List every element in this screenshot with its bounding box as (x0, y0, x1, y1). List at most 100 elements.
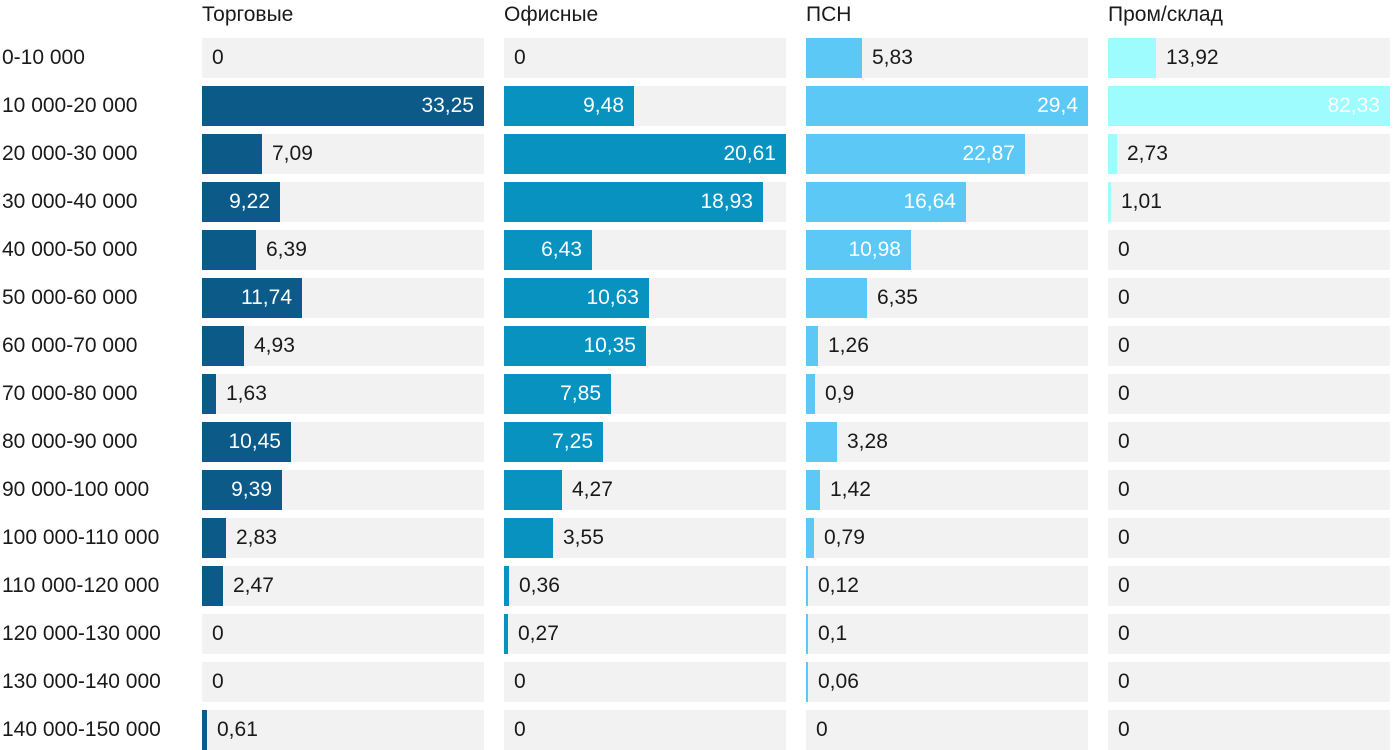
category-label: 130 000-140 000 (2, 670, 161, 693)
data-label: 0,12 (818, 574, 859, 597)
bar (202, 326, 244, 366)
bar (1108, 182, 1111, 222)
category-label: 50 000-60 000 (2, 286, 138, 309)
bar-track: 0,12 (806, 566, 1088, 606)
data-label: 2,73 (1127, 142, 1168, 165)
bar-track: 16,64 (806, 182, 1088, 222)
bar (504, 182, 763, 222)
data-label: 10,35 (583, 334, 636, 357)
bar-track: 9,39 (202, 470, 484, 510)
data-label: 0 (1118, 622, 1130, 645)
bar-track: 1,26 (806, 326, 1088, 366)
data-label: 0,79 (824, 526, 865, 549)
bar-track: 82,33 (1108, 86, 1390, 126)
data-label: 7,85 (560, 382, 601, 405)
bar-track: 2,73 (1108, 134, 1390, 174)
bar (202, 134, 262, 174)
data-label: 16,64 (903, 190, 956, 213)
bar-track: 10,98 (806, 230, 1088, 270)
data-label: 0,1 (818, 622, 848, 645)
bar-track: 0,61 (202, 710, 484, 750)
data-label: 0 (1118, 526, 1130, 549)
bar (806, 614, 808, 654)
bar-track: 4,93 (202, 326, 484, 366)
data-label: 1,63 (226, 382, 267, 405)
bar-track: 7,85 (504, 374, 786, 414)
bar (806, 86, 1088, 126)
bar-track: 0,27 (504, 614, 786, 654)
bar (202, 230, 256, 270)
bar-track: 3,55 (504, 518, 786, 558)
data-label: 0 (514, 718, 526, 741)
bar-track: 0 (1108, 614, 1390, 654)
bar (202, 374, 216, 414)
data-label: 0 (1118, 382, 1130, 405)
bar-track: 0 (1108, 326, 1390, 366)
bar-track: 9,48 (504, 86, 786, 126)
data-label: 0 (1118, 478, 1130, 501)
bar-track: 3,28 (806, 422, 1088, 462)
bar-track: 6,35 (806, 278, 1088, 318)
bar (504, 326, 646, 366)
data-label: 20,61 (723, 142, 776, 165)
bar (806, 470, 820, 510)
data-label: 0 (1118, 670, 1130, 693)
bar-track: 0 (202, 38, 484, 78)
data-label: 0 (1118, 574, 1130, 597)
bar-track: 0 (1108, 710, 1390, 750)
panel-title: Офисные (504, 3, 599, 26)
data-label: 0 (816, 718, 828, 741)
data-label: 82,33 (1327, 94, 1380, 117)
bar-track: 29,4 (806, 86, 1088, 126)
bar (504, 518, 553, 558)
data-label: 10,98 (848, 238, 901, 261)
bar (202, 710, 207, 750)
bar (504, 134, 786, 174)
bar-track: 5,83 (806, 38, 1088, 78)
data-label: 9,22 (229, 190, 270, 213)
bar (504, 470, 562, 510)
data-label: 2,47 (233, 574, 274, 597)
bar-track: 0 (1108, 230, 1390, 270)
bar (202, 422, 291, 462)
data-label: 0 (212, 622, 224, 645)
data-label: 0 (1118, 718, 1130, 741)
data-label: 6,43 (541, 238, 582, 261)
data-label: 0,06 (818, 670, 859, 693)
data-label: 0 (514, 670, 526, 693)
bar-track: 7,25 (504, 422, 786, 462)
category-label: 90 000-100 000 (2, 478, 150, 501)
bar-track: 33,25 (202, 86, 484, 126)
bar (504, 374, 611, 414)
data-label: 5,83 (872, 46, 913, 69)
bar-track: 11,74 (202, 278, 484, 318)
data-label: 10,63 (586, 286, 639, 309)
bar-track: 0 (1108, 662, 1390, 702)
data-label: 0 (1118, 238, 1130, 261)
bar (1108, 86, 1390, 126)
bar-track: 0 (504, 710, 786, 750)
data-label: 29,4 (1037, 94, 1078, 117)
bar-track: 0 (1108, 374, 1390, 414)
data-label: 2,83 (236, 526, 277, 549)
category-label: 120 000-130 000 (2, 622, 161, 645)
data-label: 6,39 (266, 238, 307, 261)
category-label: 70 000-80 000 (2, 382, 138, 405)
data-label: 0,9 (825, 382, 855, 405)
data-label: 0 (1118, 334, 1130, 357)
data-label: 33,25 (421, 94, 474, 117)
bar (1108, 38, 1156, 78)
bar-track: 10,35 (504, 326, 786, 366)
bar (806, 134, 1025, 174)
data-label: 0 (212, 46, 224, 69)
bar-track: 4,27 (504, 470, 786, 510)
bar-track: 0 (504, 662, 786, 702)
data-label: 7,25 (552, 430, 593, 453)
data-label: 0,36 (519, 574, 560, 597)
category-label: 60 000-70 000 (2, 334, 138, 357)
bar (806, 230, 911, 270)
bar-track: 6,43 (504, 230, 786, 270)
category-label: 110 000-120 000 (2, 574, 160, 597)
category-label: 80 000-90 000 (2, 430, 138, 453)
bar-track: 0 (806, 710, 1088, 750)
